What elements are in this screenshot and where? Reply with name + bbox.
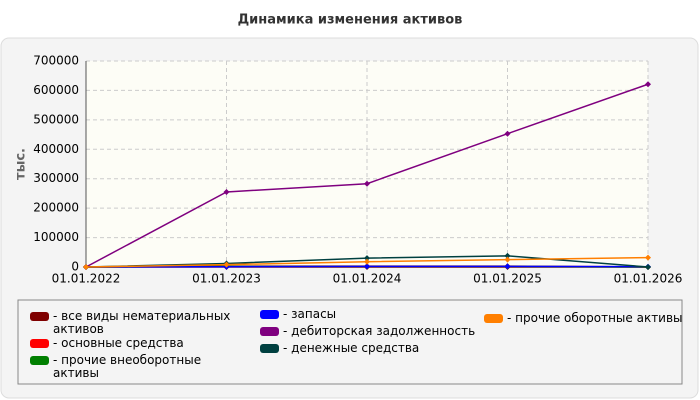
legend-item: - основные средства <box>30 337 240 350</box>
x-tick-label: 01.01.2025 <box>473 272 542 286</box>
legend-item: - запасы <box>260 308 480 321</box>
point-marker <box>364 258 370 265</box>
chart-title: Динамика изменения активов <box>238 13 463 28</box>
legend-swatch <box>30 312 49 321</box>
legend-label: - денежные средства <box>283 341 420 355</box>
legend-item: - денежные средства <box>260 342 480 355</box>
legend-label: - основные средства <box>53 336 184 350</box>
y-tick-label: 0 <box>71 260 79 274</box>
y-tick-label: 700000 <box>33 54 79 68</box>
point-marker <box>504 263 511 270</box>
legend-item: - дебиторская задолженность <box>260 325 480 338</box>
point-marker <box>645 264 651 270</box>
y-tick-label: 200000 <box>33 201 79 215</box>
point-marker <box>364 263 370 270</box>
y-tick-label: 300000 <box>33 171 79 185</box>
point-marker <box>364 180 370 187</box>
point-marker <box>504 256 511 263</box>
point-marker <box>223 261 230 268</box>
point-marker <box>504 130 511 137</box>
y-axis-title: тыс. <box>14 148 29 180</box>
x-tick-label: 01.01.2026 <box>614 272 683 286</box>
x-tick-label: 01.01.2022 <box>52 272 121 286</box>
legend-label: - дебиторская задолженность <box>283 324 476 338</box>
legend-swatch <box>260 327 279 336</box>
y-tick-label: 500000 <box>33 112 79 126</box>
point-marker <box>645 81 651 88</box>
legend-swatch <box>484 314 503 323</box>
point-marker <box>364 255 370 262</box>
point-marker <box>504 252 511 259</box>
legend-label: - прочие оборотные активы <box>507 311 683 325</box>
legend-item: - прочие внеоборотные активы <box>30 354 240 380</box>
x-tick-label: 01.01.2023 <box>192 272 261 286</box>
point-marker <box>645 254 651 261</box>
legend-item: - прочие оборотные активы <box>484 312 700 325</box>
y-tick-label: 100000 <box>33 230 79 244</box>
legend-item: - все виды нематериальных активов <box>30 310 240 336</box>
legend-swatch <box>30 339 49 348</box>
y-tick-label: 600000 <box>33 83 79 97</box>
legend-box <box>17 299 683 385</box>
point-marker <box>83 264 89 270</box>
x-tick-label: 01.01.2024 <box>333 272 402 286</box>
legend-swatch <box>260 344 279 353</box>
point-marker <box>223 188 230 195</box>
legend-swatch <box>260 310 279 319</box>
legend-label: - все виды нематериальных активов <box>53 309 231 336</box>
y-tick-label: 400000 <box>33 142 79 156</box>
legend-swatch <box>30 356 49 365</box>
legend-label: - запасы <box>283 307 337 321</box>
legend-label: - прочие внеоборотные активы <box>53 353 202 380</box>
